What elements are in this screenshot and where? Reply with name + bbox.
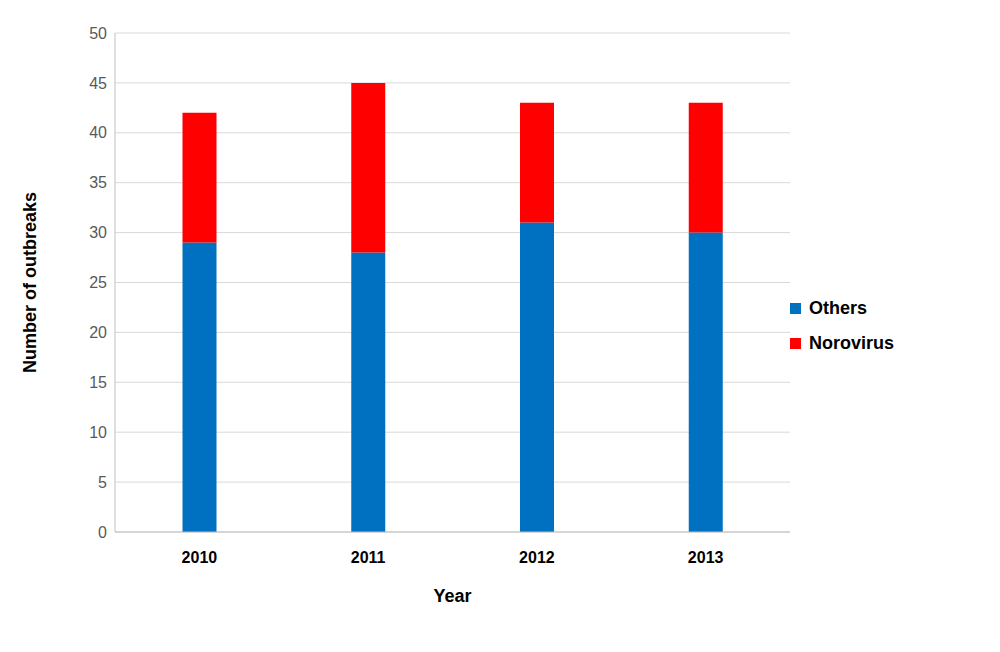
svg-text:Year: Year — [433, 586, 471, 606]
svg-text:5: 5 — [98, 474, 107, 491]
svg-text:20: 20 — [89, 324, 107, 341]
svg-text:2012: 2012 — [519, 549, 555, 566]
svg-text:2011: 2011 — [351, 549, 386, 566]
html-text:Norovirus: Norovirus — [809, 333, 894, 353]
svg-text:50: 50 — [89, 25, 107, 42]
svg-text:2013: 2013 — [688, 549, 724, 566]
svg-text:45: 45 — [89, 75, 107, 92]
svg-text:15: 15 — [89, 374, 107, 391]
svg-text:10: 10 — [89, 424, 107, 441]
svg-text:35: 35 — [89, 174, 107, 191]
svg-text:Number of outbreaks: Number of outbreaks — [20, 192, 40, 373]
svg-text:2010: 2010 — [182, 549, 218, 566]
svg-text:40: 40 — [89, 124, 107, 141]
svg-text:25: 25 — [89, 274, 107, 291]
svg-text:30: 30 — [89, 224, 107, 241]
svg-text:0: 0 — [98, 524, 107, 541]
html-text:Others: Others — [809, 298, 867, 318]
